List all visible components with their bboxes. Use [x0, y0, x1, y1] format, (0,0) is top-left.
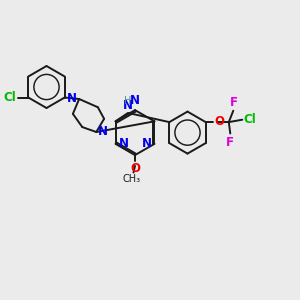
- Text: CH₃: CH₃: [123, 174, 141, 184]
- Text: O: O: [214, 115, 224, 128]
- Text: Cl: Cl: [4, 91, 16, 104]
- Text: N: N: [130, 94, 140, 107]
- Text: N: N: [142, 137, 152, 150]
- Text: N: N: [123, 99, 133, 112]
- Text: F: F: [226, 136, 234, 149]
- Text: F: F: [230, 96, 238, 109]
- Text: N: N: [98, 125, 108, 139]
- Text: N: N: [67, 92, 77, 106]
- Text: H: H: [124, 96, 131, 106]
- Text: Cl: Cl: [244, 113, 256, 126]
- Text: N: N: [118, 137, 128, 150]
- Text: O: O: [130, 162, 140, 175]
